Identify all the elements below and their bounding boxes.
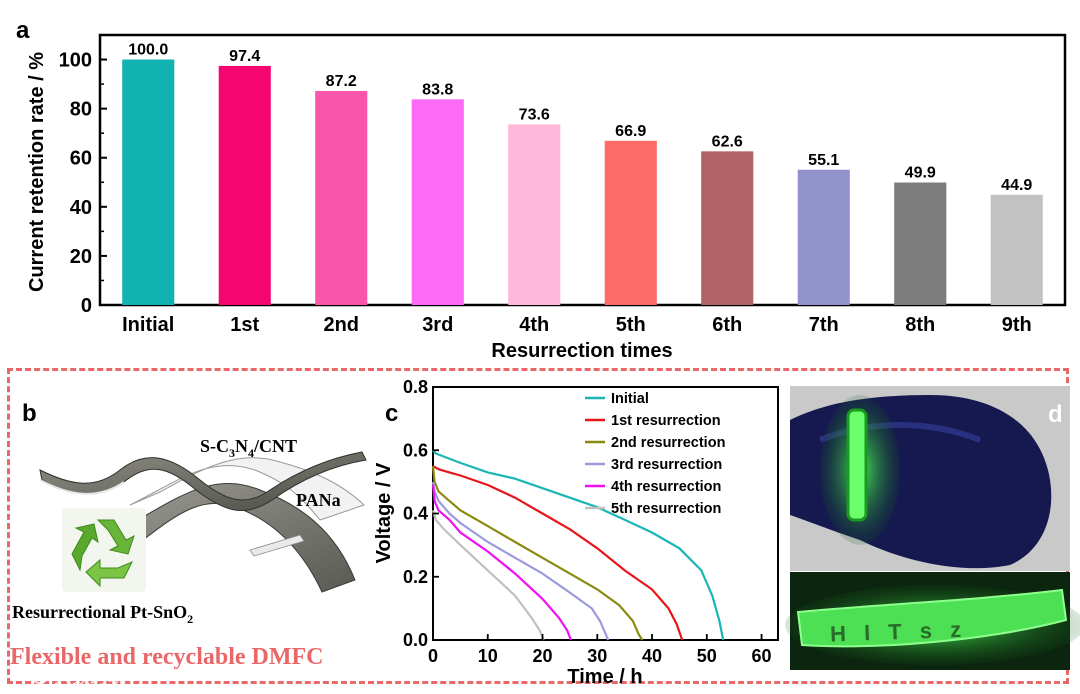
glowing-band-flat xyxy=(796,588,1068,648)
x-tick-label: 2nd xyxy=(323,314,359,336)
glowing-band-on-wrist xyxy=(846,408,868,522)
legend-c: Initial 1st resurrection 2nd resurrection 3… xyxy=(585,391,725,517)
y-tick-label: 100 xyxy=(59,50,92,72)
bar-8th xyxy=(894,182,947,305)
panel-label-b: b xyxy=(22,400,37,427)
x-tick-label: 8th xyxy=(905,314,935,336)
axes-frame-a xyxy=(98,33,1067,307)
bar-chart-retention: 100.0 97.4 87.2 83.8 73.6 66.9 62.6 55.1 49.9 44.… xyxy=(26,33,1067,362)
bar-value-label: 44.9 xyxy=(1001,177,1032,194)
cathode-sheet xyxy=(39,451,367,512)
pana-edge xyxy=(249,534,305,557)
x-tick-label: 40 xyxy=(642,646,662,666)
panel-label-c: c xyxy=(385,400,398,427)
bar-7th xyxy=(797,169,850,305)
x-tick-label: 9th xyxy=(1002,314,1032,336)
x-tick-label: 0 xyxy=(428,646,438,666)
bar-value-label: 66.9 xyxy=(615,123,646,140)
x-tick-label: 1st xyxy=(230,314,259,336)
bar-value-label: 62.6 xyxy=(712,133,743,150)
y-tick-label: 40 xyxy=(70,197,92,219)
y-tick-label: 0.4 xyxy=(403,504,428,524)
photo-wristband: d H I T s z xyxy=(785,386,1080,670)
bar-2nd xyxy=(315,90,368,305)
caption-dmfc: Flexible and recyclable DMFC xyxy=(10,644,324,670)
watermark-logo-icon xyxy=(31,666,49,684)
bar-initial xyxy=(122,59,175,305)
x-axis-label-c: Time / h xyxy=(567,666,642,688)
legend-label: 1st resurrection xyxy=(611,413,721,429)
legend-label: Initial xyxy=(611,391,649,407)
x-tick-label: 4th xyxy=(519,314,549,336)
y-tick-label: 80 xyxy=(70,99,92,121)
y-tick-label: 0.6 xyxy=(403,440,428,460)
series-line-1 xyxy=(432,449,725,641)
y-axis-label-c: Voltage / V xyxy=(373,462,395,563)
cathode-edge xyxy=(39,479,125,495)
bar-4th xyxy=(508,124,561,305)
series-line-5 xyxy=(431,484,573,641)
bar-value-label: 87.2 xyxy=(326,73,357,90)
x-axis-label-a: Resurrection times xyxy=(491,340,672,362)
panel-label-d: d xyxy=(1048,401,1063,428)
axes-frame-c xyxy=(432,386,779,641)
legend-label: 5th resurrection xyxy=(611,501,721,517)
legend-label: 4th resurrection xyxy=(611,479,721,495)
bar-value-label: 55.1 xyxy=(808,152,839,169)
y-tick-label: 20 xyxy=(70,246,92,268)
x-tick-label: Initial xyxy=(122,314,174,336)
y-tick-label: 0.2 xyxy=(403,567,428,587)
line-chart-voltage: 0.0 0.2 0.4 0.6 0.8 0 10 20 30 40 50 60 Initial 1st… xyxy=(373,377,779,688)
y-tick-label: 0 xyxy=(81,295,92,317)
series-line-6 xyxy=(431,509,545,641)
series-line-4 xyxy=(431,481,610,641)
y-tick-label: 0.8 xyxy=(403,377,428,397)
series-line-3 xyxy=(431,465,644,641)
watermark: 大数跨境 xyxy=(31,666,126,687)
x-tick-label: 20 xyxy=(533,646,553,666)
bar-1st xyxy=(218,65,271,305)
bar-value-label: 83.8 xyxy=(422,81,453,98)
legend-label: 2nd resurrection xyxy=(611,435,725,451)
panel-label-a: a xyxy=(16,17,30,44)
flexible-cell-illustration xyxy=(39,451,367,593)
y-axis-label-a: Current retention rate / % xyxy=(26,52,48,292)
label-cathode: S-C3N4/CNT xyxy=(200,436,297,460)
x-tick-label: 10 xyxy=(478,646,498,666)
x-tick-label: 50 xyxy=(697,646,717,666)
bar-value-label: 49.9 xyxy=(905,165,936,182)
bar-value-label: 73.6 xyxy=(519,106,550,123)
x-tick-label: 30 xyxy=(587,646,607,666)
x-tick-label: 5th xyxy=(616,314,646,336)
x-tick-label: 7th xyxy=(809,314,839,336)
watermark-text: 大数跨境 xyxy=(54,667,126,687)
label-membrane: PANa xyxy=(296,490,341,510)
x-tick-label: 3rd xyxy=(422,314,453,336)
recycle-icon xyxy=(62,508,146,592)
y-tick-label: 60 xyxy=(70,148,92,170)
x-tick-label: 60 xyxy=(752,646,772,666)
series-line-2 xyxy=(432,465,684,641)
y-tick-label: 0.0 xyxy=(403,630,428,650)
band-text: H I T s z xyxy=(830,617,968,647)
bar-value-label: 100.0 xyxy=(128,42,168,59)
bar-value-label: 97.4 xyxy=(229,48,260,65)
label-anode: Resurrectional Pt-SnO2 xyxy=(12,602,193,626)
bar-3rd xyxy=(411,99,464,306)
anode-sheet xyxy=(119,483,356,593)
bar-9th xyxy=(990,194,1043,305)
bar-6th xyxy=(701,151,754,305)
x-tick-label: 6th xyxy=(712,314,742,336)
legend-label: 3rd resurrection xyxy=(611,457,722,473)
bar-5th xyxy=(604,140,657,305)
